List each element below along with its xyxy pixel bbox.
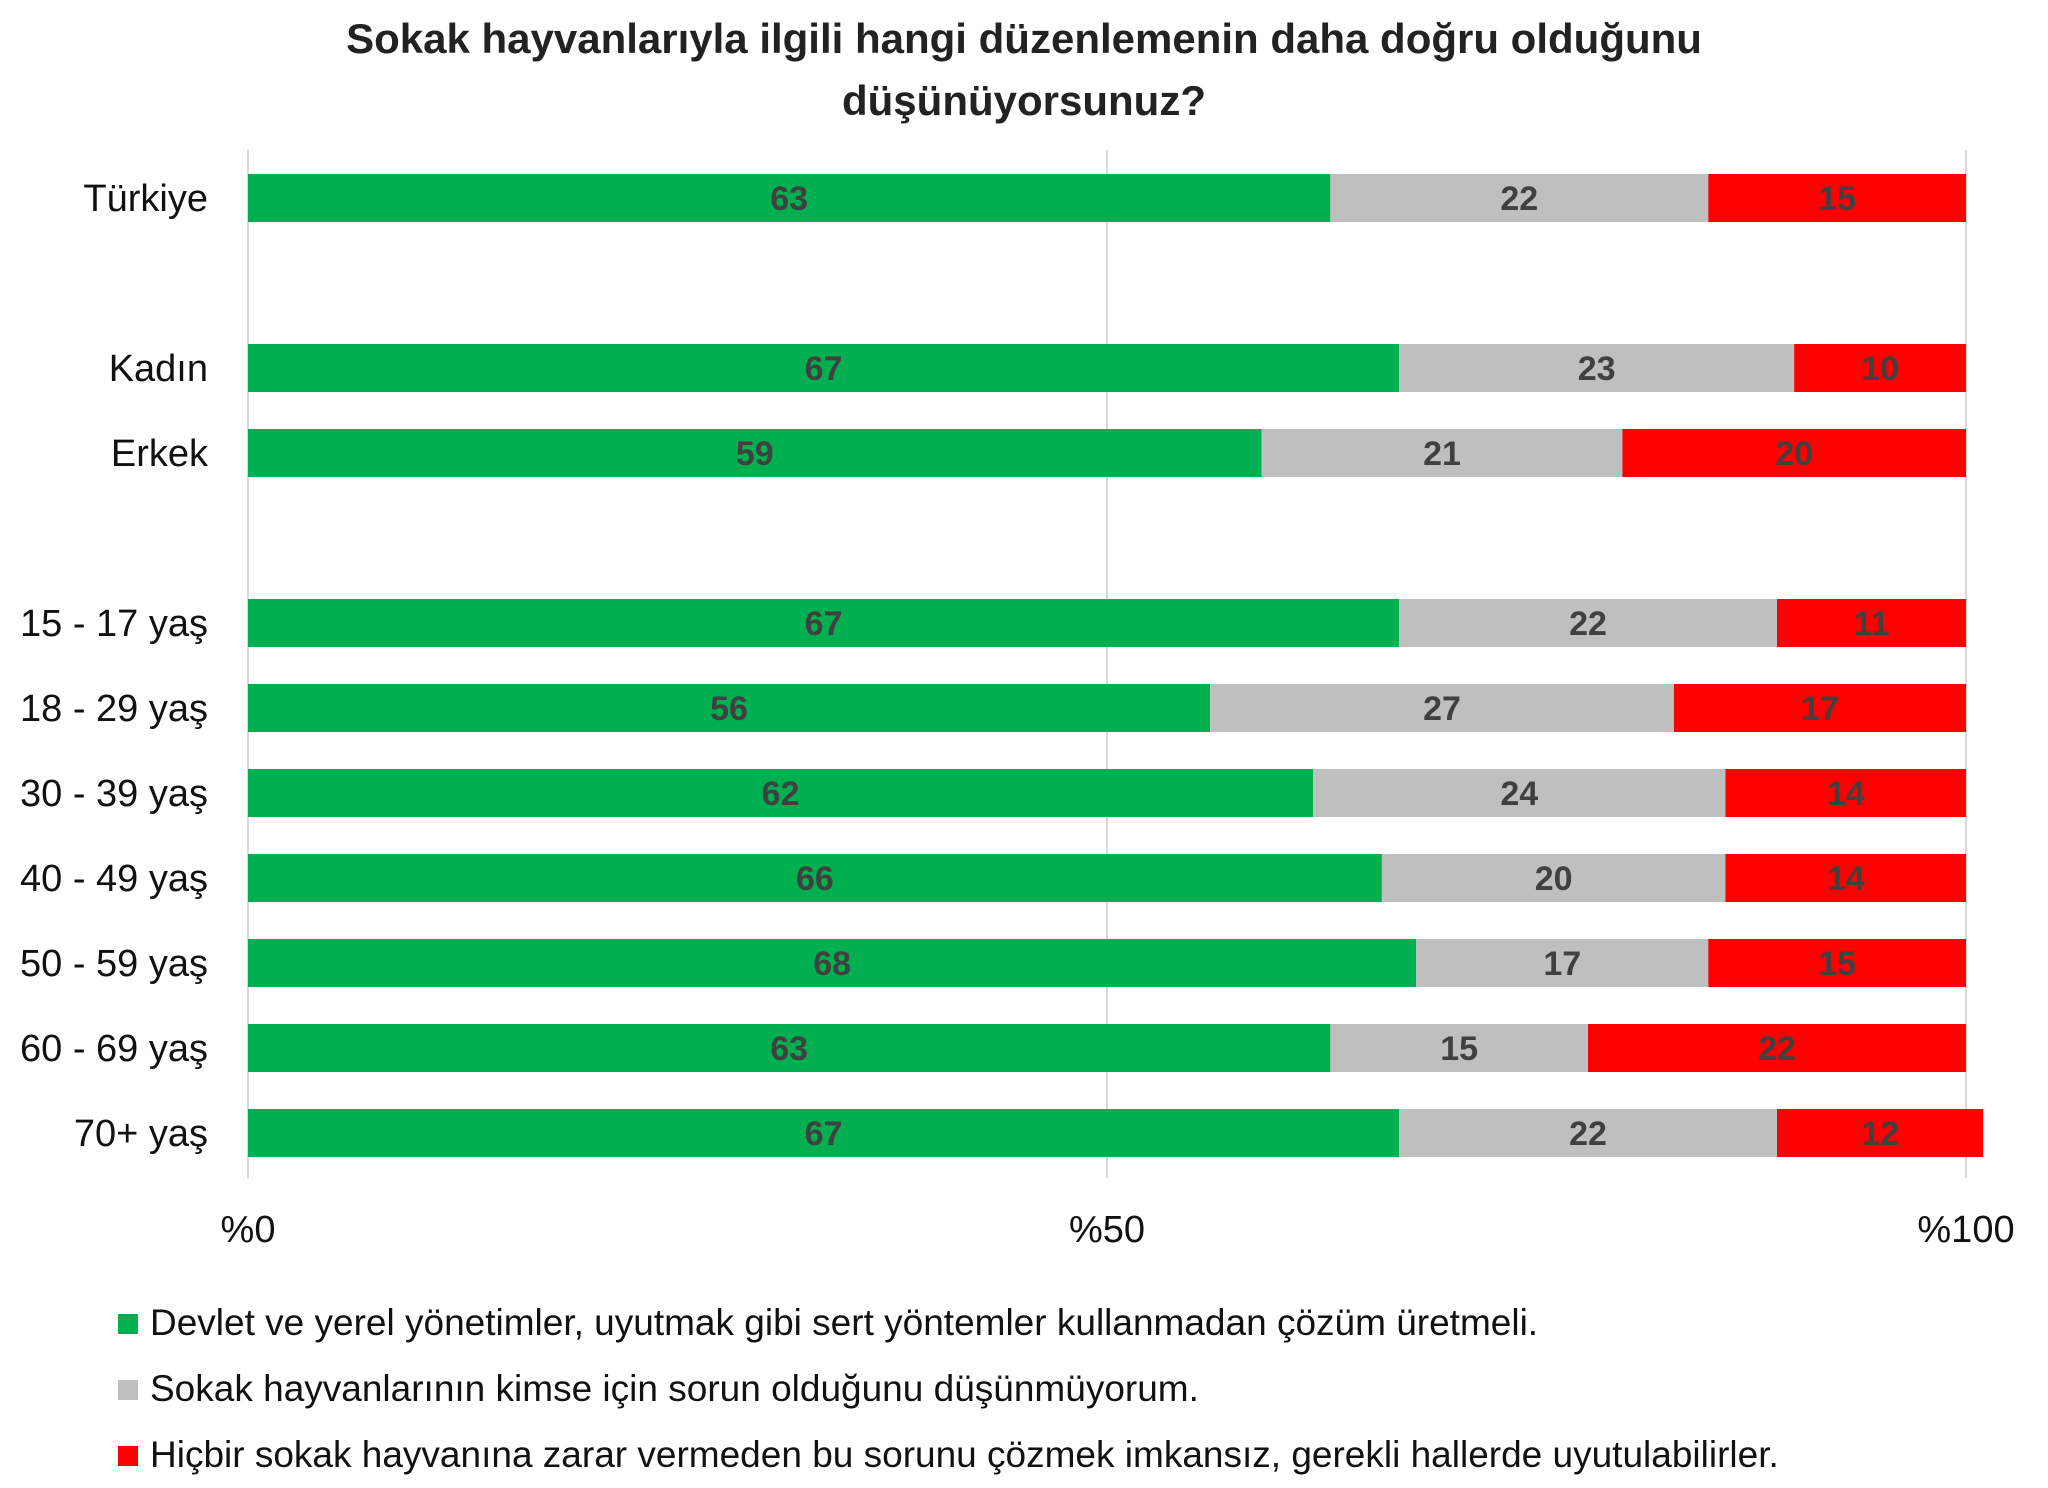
data-label-2-2: 20 bbox=[1775, 435, 1813, 473]
bar-segment-7-2 bbox=[1708, 939, 1966, 987]
data-label-9-1: 22 bbox=[1569, 1115, 1607, 1153]
data-label-4-0: 56 bbox=[710, 690, 748, 728]
data-label-1-0: 67 bbox=[805, 350, 843, 388]
bar-segment-9-0 bbox=[248, 1109, 1400, 1157]
stacked-bar-chart: 63 22 15 Türkiye 67 23 10 Kadın 59 21 20 Erkek 67 22 1… bbox=[20, 150, 2015, 1251]
bar-segment-3-2 bbox=[1777, 599, 1966, 647]
data-label-2-1: 21 bbox=[1423, 435, 1461, 473]
bar-segment-4-0 bbox=[248, 684, 1211, 732]
category-label-0: Türkiye bbox=[83, 178, 208, 220]
bar-segment-7-1 bbox=[1416, 939, 1709, 987]
data-label-9-0: 67 bbox=[805, 1115, 843, 1153]
data-label-3-0: 67 bbox=[805, 605, 843, 643]
category-label-7: 50 - 59 yaş bbox=[20, 943, 208, 985]
category-label-4: 18 - 29 yaş bbox=[20, 688, 208, 730]
data-label-4-2: 17 bbox=[1801, 690, 1839, 728]
legend-item-gray: Sokak hayvanlarının kimse için sorun old… bbox=[118, 1356, 1779, 1422]
category-label-9: 70+ yaş bbox=[74, 1113, 208, 1155]
data-label-6-0: 66 bbox=[796, 860, 834, 898]
category-label-8: 60 - 69 yaş bbox=[20, 1028, 208, 1070]
data-label-4-1: 27 bbox=[1423, 690, 1461, 728]
legend-swatch-gray bbox=[118, 1380, 138, 1400]
legend-label-red: Hiçbir sokak hayvanına zarar vermeden bu… bbox=[150, 1434, 1779, 1475]
bar-segment-6-0 bbox=[248, 854, 1382, 902]
data-label-8-2: 22 bbox=[1758, 1030, 1796, 1068]
data-label-1-1: 23 bbox=[1578, 350, 1616, 388]
legend-item-green: Devlet ve yerel yönetimler, uyutmak gibi… bbox=[118, 1290, 1779, 1356]
category-label-6: 40 - 49 yaş bbox=[20, 858, 208, 900]
legend-item-red: Hiçbir sokak hayvanına zarar vermeden bu… bbox=[118, 1422, 1779, 1488]
x-tick-label-0: %0 bbox=[221, 1209, 276, 1251]
bar-segment-9-1 bbox=[1399, 1109, 1778, 1157]
data-label-5-1: 24 bbox=[1500, 775, 1538, 813]
bar-segment-4-1 bbox=[1210, 684, 1674, 732]
data-label-6-2: 14 bbox=[1827, 860, 1865, 898]
data-label-3-2: 11 bbox=[1854, 605, 1890, 643]
chart-title-line-1: Sokak hayvanlarıyla ilgili hangi düzenle… bbox=[346, 15, 1702, 62]
category-label-3: 15 - 17 yaş bbox=[20, 603, 208, 645]
data-label-8-0: 63 bbox=[770, 1030, 808, 1068]
bar-segment-2-0 bbox=[248, 429, 1262, 477]
data-label-7-0: 68 bbox=[813, 945, 851, 983]
data-label-1-2: 10 bbox=[1861, 350, 1899, 388]
bar-segment-0-1 bbox=[1330, 174, 1709, 222]
x-tick-label-1: %50 bbox=[1069, 1209, 1145, 1251]
data-label-7-1: 17 bbox=[1543, 945, 1581, 983]
bar-segment-1-2 bbox=[1794, 344, 1966, 392]
data-label-3-1: 22 bbox=[1569, 605, 1607, 643]
legend-swatch-red bbox=[118, 1446, 138, 1466]
bar-segment-2-1 bbox=[1261, 429, 1623, 477]
category-label-2: Erkek bbox=[111, 433, 209, 475]
bar-segment-5-0 bbox=[248, 769, 1314, 817]
bar-segment-9-2 bbox=[1777, 1109, 1984, 1157]
bar-segment-0-0 bbox=[248, 174, 1331, 222]
data-label-8-1: 15 bbox=[1440, 1030, 1478, 1068]
bar-segment-6-2 bbox=[1725, 854, 1966, 902]
bar-segment-6-1 bbox=[1381, 854, 1726, 902]
bar-segment-1-1 bbox=[1399, 344, 1795, 392]
bar-segment-5-1 bbox=[1313, 769, 1726, 817]
x-tick-label-2: %100 bbox=[1917, 1209, 2014, 1251]
legend-label-gray: Sokak hayvanlarının kimse için sorun old… bbox=[150, 1368, 1199, 1409]
data-label-0-1: 22 bbox=[1500, 180, 1538, 218]
data-label-5-2: 14 bbox=[1827, 775, 1865, 813]
bar-segment-8-1 bbox=[1330, 1024, 1589, 1072]
bar-segment-0-2 bbox=[1708, 174, 1966, 222]
legend-label-green: Devlet ve yerel yönetimler, uyutmak gibi… bbox=[150, 1302, 1539, 1343]
data-label-0-0: 63 bbox=[770, 180, 808, 218]
bar-segment-1-0 bbox=[248, 344, 1400, 392]
chart-title-line-2: düşünüyorsunuz? bbox=[842, 77, 1206, 124]
chart-title: Sokak hayvanlarıyla ilgili hangi düzenle… bbox=[0, 8, 2048, 132]
bar-segment-8-2 bbox=[1588, 1024, 1966, 1072]
data-label-0-2: 15 bbox=[1818, 180, 1856, 218]
data-label-6-1: 20 bbox=[1535, 860, 1573, 898]
category-label-5: 30 - 39 yaş bbox=[20, 773, 208, 815]
bar-segment-8-0 bbox=[248, 1024, 1331, 1072]
category-label-1: Kadın bbox=[109, 348, 208, 390]
data-label-5-0: 62 bbox=[762, 775, 800, 813]
bar-segment-5-2 bbox=[1725, 769, 1966, 817]
legend-swatch-green bbox=[118, 1314, 138, 1334]
bar-segment-2-2 bbox=[1622, 429, 1966, 477]
bar-segment-7-0 bbox=[248, 939, 1417, 987]
bar-segment-3-0 bbox=[248, 599, 1400, 647]
data-label-2-0: 59 bbox=[736, 435, 774, 473]
data-label-7-2: 15 bbox=[1818, 945, 1856, 983]
legend: Devlet ve yerel yönetimler, uyutmak gibi… bbox=[118, 1290, 1779, 1488]
bar-segment-3-1 bbox=[1399, 599, 1778, 647]
bar-segment-4-2 bbox=[1673, 684, 1966, 732]
data-label-9-2: 12 bbox=[1861, 1115, 1899, 1153]
